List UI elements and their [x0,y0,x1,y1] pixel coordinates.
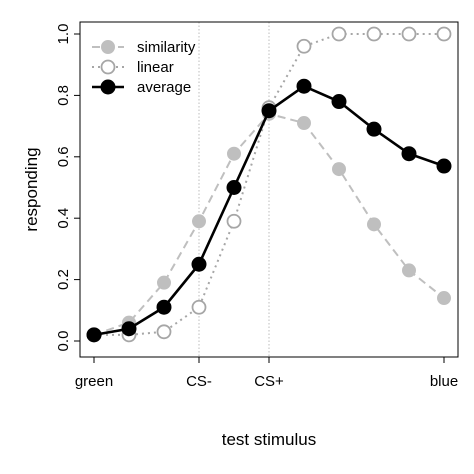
point-linear [366,26,382,42]
point-linear [436,26,452,42]
point-linear [331,26,347,42]
y-tick-label: 0.4 [55,208,72,229]
point-similarity [157,275,171,290]
point-linear [401,26,417,42]
series-line-average [93,84,445,337]
legend-item-average: average [92,79,191,96]
point-linear [191,299,207,315]
point-average [261,103,277,119]
point-average [191,256,207,272]
series-line-similarity [93,112,445,336]
y-tick-label: 0.2 [55,269,72,290]
x-tick-label: blue [430,373,458,390]
point-similarity [192,214,206,229]
x-tick-label: CS+ [254,373,284,390]
point-linear [296,38,312,54]
y-tick-label: 0.8 [55,85,72,106]
point-average [296,78,312,94]
x-axis: green CS- CS+ blue [75,357,458,390]
x-tick-label: green [75,373,113,390]
point-average [401,146,417,162]
point-average [226,180,242,195]
legend-marker [100,79,116,95]
point-average [366,121,382,137]
y-tick-label: 1.0 [55,24,72,45]
legend-label: average [137,79,191,96]
legend: similarity linear average [92,39,196,96]
legend-label: similarity [137,39,196,56]
point-similarity [402,263,416,278]
point-similarity [437,291,451,306]
point-similarity [227,146,241,161]
point-average [436,158,452,174]
legend-item-similarity: similarity [92,39,196,56]
point-similarity [332,162,346,177]
y-axis-title: responding [22,147,41,231]
legend-marker [101,40,115,54]
y-tick-label: 0.6 [55,146,72,167]
legend-item-linear: linear [92,59,174,76]
y-tick-label: 0.0 [55,331,72,352]
y-axis: 0.0 0.2 0.4 0.6 0.8 1.0 [55,24,80,352]
point-average [121,321,137,337]
series-layer [86,26,452,343]
point-linear [226,213,242,229]
point-average [156,299,172,315]
point-linear [156,324,172,340]
legend-label: linear [137,59,174,76]
x-axis-title: test stimulus [222,430,316,449]
legend-marker [100,59,116,75]
point-similarity [297,116,311,131]
series-average [86,78,452,343]
point-similarity [367,217,381,232]
x-tick-label: CS- [186,373,212,390]
point-average [86,327,102,343]
point-average [331,94,347,110]
